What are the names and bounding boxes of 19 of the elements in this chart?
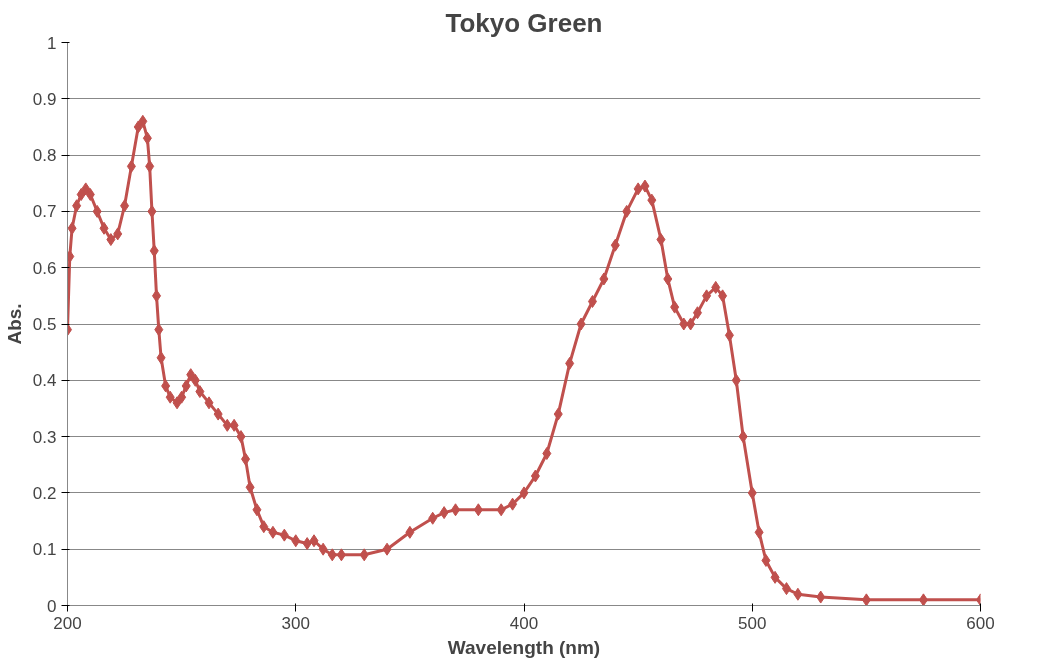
y-tick-label: 0.2 xyxy=(32,483,57,503)
y-tick-label: 0.1 xyxy=(32,540,57,560)
x-tick-label: 500 xyxy=(738,613,767,633)
x-tick-label: 600 xyxy=(966,613,995,633)
chart-title: Tokyo Green xyxy=(445,7,603,38)
y-tick-label: 0.7 xyxy=(32,202,57,222)
y-tick-label: 0.3 xyxy=(32,427,57,447)
y-tick-label: 0.4 xyxy=(32,371,57,391)
y-tick-label: 0.9 xyxy=(32,89,57,109)
x-tick-label: 400 xyxy=(509,613,539,633)
y-tick-label: 1 xyxy=(47,33,57,53)
y-tick-label: 0.5 xyxy=(32,315,57,334)
x-tick-label: 200 xyxy=(53,613,82,633)
y-tick-label: 0.6 xyxy=(32,258,57,278)
y-tick-label: 0.8 xyxy=(32,146,57,166)
y-axis-title: Abs. xyxy=(3,303,25,345)
y-tick-label: 0 xyxy=(47,596,57,616)
x-tick-label: 300 xyxy=(281,613,310,633)
x-axis-title: Wavelength (nm) xyxy=(447,636,601,658)
